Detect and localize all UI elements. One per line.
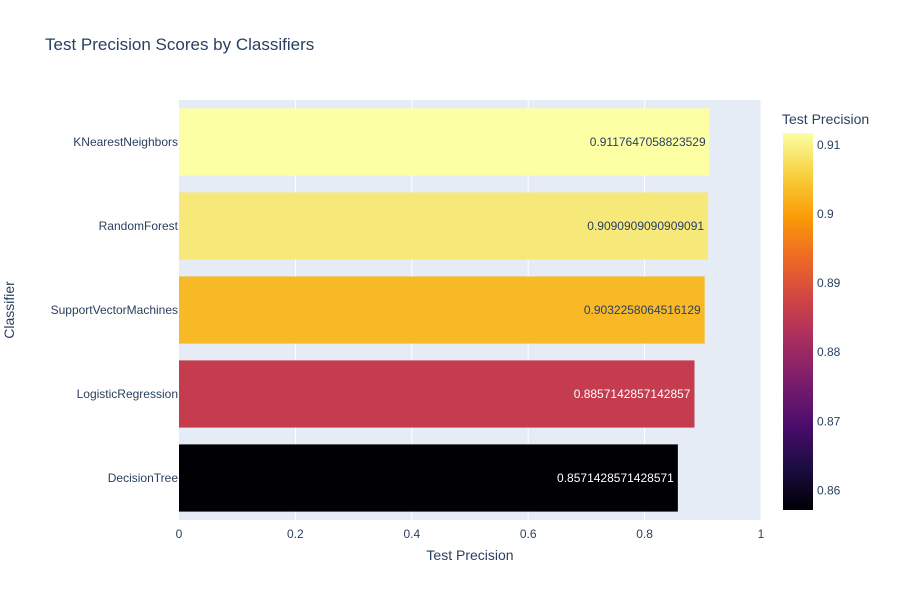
colorbar-tick-label: 0.91 [817,138,841,152]
colorbar-ticks: 0.86 0.87 0.88 0.89 0.9 0.91 [817,138,841,497]
y-tick-label: KNearestNeighbors [73,135,178,149]
colorbar-title: Test Precision [782,111,869,127]
bar-labels: 0.8571428571428571 0.8857142857142857 0.90… [557,135,706,485]
chart-title: Test Precision Scores by Classifiers [45,35,314,54]
x-tick-label: 0.4 [403,527,420,541]
y-tick-label: SupportVectorMachines [51,303,178,317]
y-axis-title: Classifier [1,281,17,339]
y-tick-label: DecisionTree [108,471,179,485]
y-tick-label: LogisticRegression [77,387,178,401]
x-axis-ticks: 0 0.2 0.4 0.6 0.8 1 [176,527,765,541]
colorbar-tick-label: 0.89 [817,276,841,290]
y-tick-label: RandomForest [99,219,179,233]
x-tick-label: 1 [758,527,765,541]
bar [179,108,710,176]
x-tick-label: 0.8 [636,527,653,541]
x-tick-label: 0 [176,527,183,541]
bar-value-label: 0.9090909090909091 [587,219,704,233]
colorbar-tick-label: 0.86 [817,483,841,497]
x-tick-label: 0.2 [287,527,304,541]
bar [179,360,695,428]
colorbar-tick-label: 0.88 [817,345,841,359]
colorbar-tick-label: 0.9 [817,207,834,221]
x-axis-title: Test Precision [426,547,513,563]
bar-value-label: 0.9032258064516129 [584,303,701,317]
y-axis-ticks: DecisionTree LogisticRegression SupportVec… [51,135,179,485]
bar-value-label: 0.8571428571428571 [557,471,674,485]
x-tick-label: 0.6 [520,527,537,541]
colorbar [783,133,813,510]
bars [179,108,710,512]
colorbar-tick-label: 0.87 [817,414,841,428]
bar-value-label: 0.8857142857142857 [574,387,691,401]
bar [179,444,678,512]
bar [179,276,705,344]
bar-value-label: 0.9117647058823529 [590,135,706,149]
bar [179,192,709,260]
